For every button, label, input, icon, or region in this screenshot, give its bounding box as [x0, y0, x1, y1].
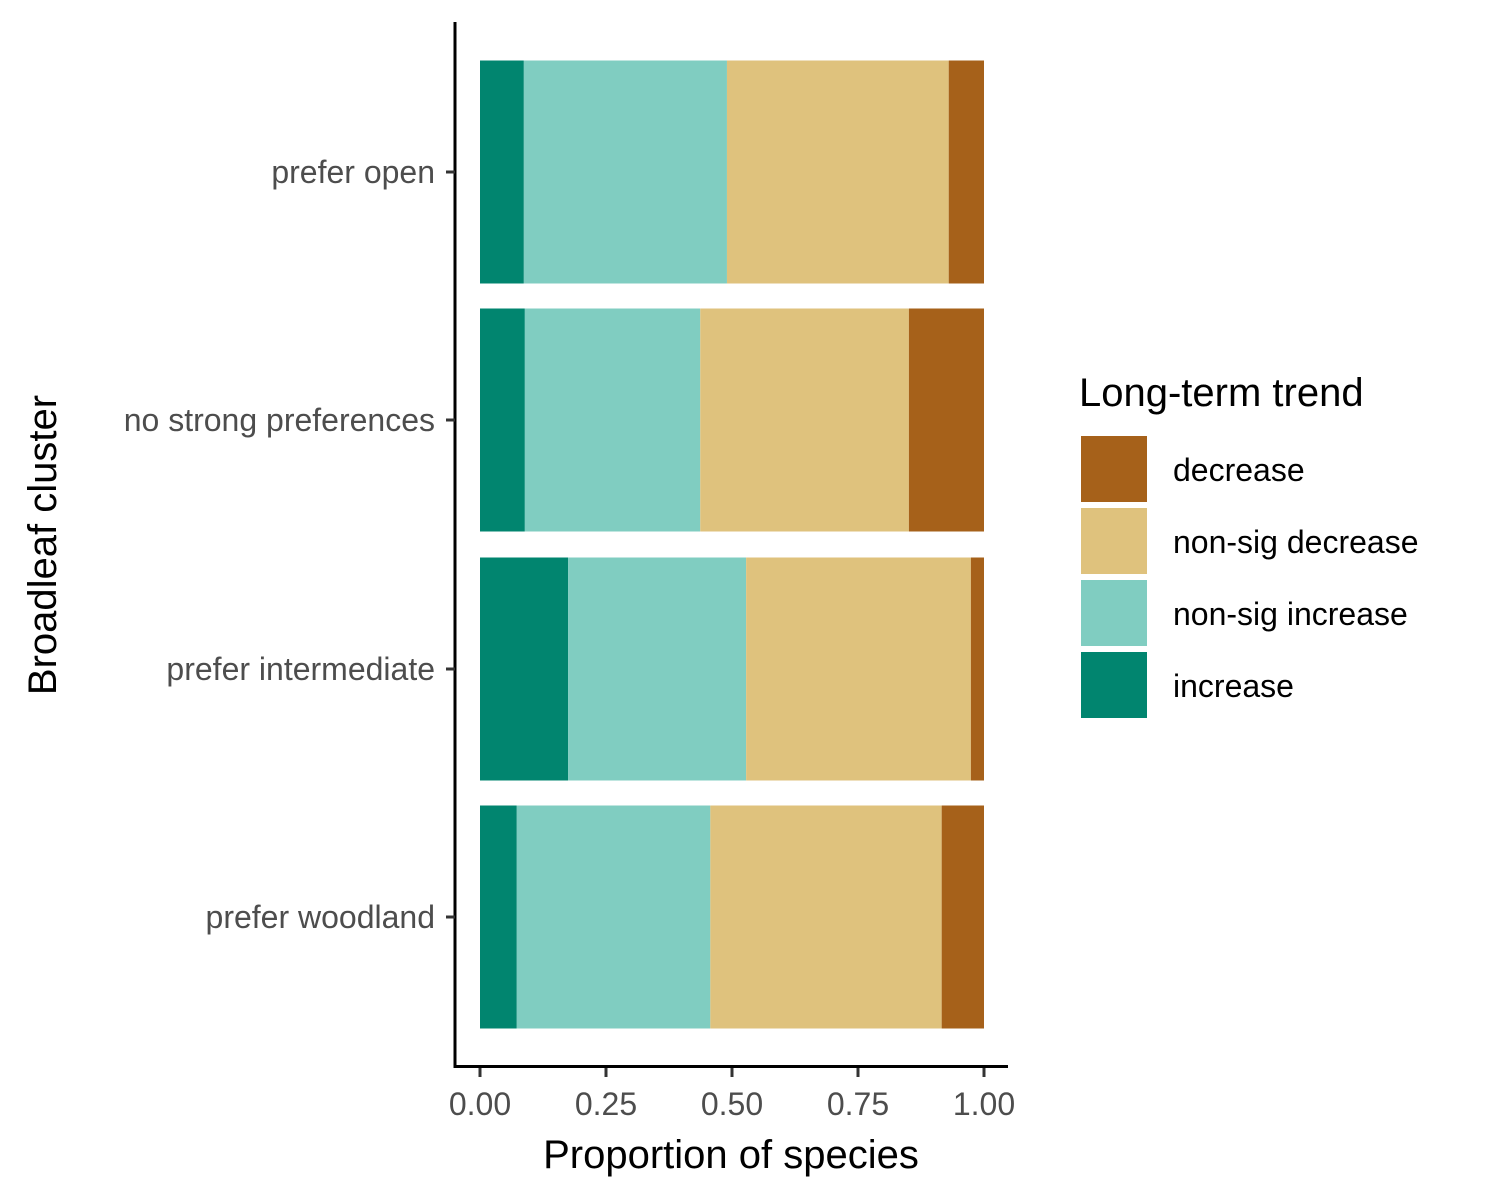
x-axis-title: Proportion of species: [543, 1133, 919, 1177]
bar-prefer-intermediate-increase: [480, 557, 569, 781]
x-tick-label: 0.00: [449, 1086, 511, 1122]
y-tick-label: no strong preferences: [124, 402, 435, 438]
y-ticks-group: prefer open no strong preferences prefer i…: [124, 154, 455, 935]
x-ticks-group: 0.00 0.25 0.50 0.75 1.00: [449, 1068, 1015, 1122]
legend-label-non-sig-increase: non-sig increase: [1173, 596, 1408, 632]
bar-prefer-woodland-non-sig-increase: [516, 805, 711, 1029]
bar-prefer-open-non-sig-increase: [523, 60, 727, 284]
legend-key-non-sig-decrease: [1081, 508, 1147, 574]
legend-key-increase: [1081, 652, 1147, 718]
bar-prefer-woodland-non-sig-decrease: [710, 805, 942, 1029]
legend-label-non-sig-decrease: non-sig decrease: [1173, 524, 1418, 560]
bar-prefer-open-decrease: [948, 60, 984, 284]
bar-no-strong-preferences-increase: [480, 308, 525, 532]
bar-prefer-intermediate-decrease: [970, 557, 984, 781]
legend-label-increase: increase: [1173, 668, 1294, 704]
legend: Long-term trend decrease non-sig decrease…: [1079, 371, 1418, 718]
bar-no-strong-preferences-non-sig-decrease: [700, 308, 909, 532]
legend-key-non-sig-increase: [1081, 580, 1147, 646]
y-tick-label: prefer open: [271, 154, 435, 190]
bar-prefer-intermediate-non-sig-increase: [568, 557, 747, 781]
bar-prefer-intermediate-non-sig-decrease: [746, 557, 971, 781]
y-tick-label: prefer intermediate: [166, 651, 435, 687]
x-tick-label: 0.50: [701, 1086, 763, 1122]
bar-prefer-woodland-decrease: [941, 805, 984, 1029]
bar-no-strong-preferences-non-sig-increase: [524, 308, 701, 532]
bar-no-strong-preferences-decrease: [908, 308, 984, 532]
legend-label-decrease: decrease: [1173, 452, 1305, 488]
y-axis-title: Broadleaf cluster: [21, 395, 65, 695]
legend-title: Long-term trend: [1079, 371, 1364, 415]
x-tick-label: 0.75: [827, 1086, 889, 1122]
bar-prefer-open-increase: [480, 60, 524, 284]
bar-prefer-open-non-sig-decrease: [726, 60, 949, 284]
x-tick-label: 0.25: [575, 1086, 637, 1122]
bar-prefer-woodland-increase: [480, 805, 517, 1029]
x-tick-label: 1.00: [953, 1086, 1015, 1122]
bars-group: [480, 60, 984, 1029]
legend-key-decrease: [1081, 436, 1147, 502]
y-tick-label: prefer woodland: [206, 899, 435, 935]
